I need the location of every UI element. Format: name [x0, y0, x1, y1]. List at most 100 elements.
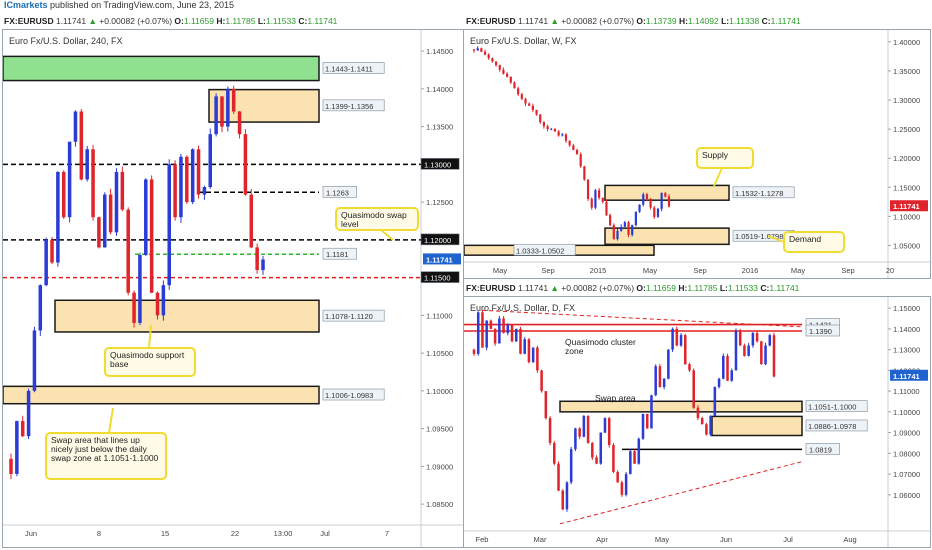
candle-body	[73, 111, 78, 142]
x-tick-label: Sep	[693, 266, 706, 275]
candle-body	[751, 333, 755, 346]
candle-body	[190, 149, 195, 203]
chart-panel-h4[interactable]: Euro Fx/U.S. Dollar, 240, FX 1.14500 1.140…	[2, 29, 464, 548]
x-tick-label: 8	[97, 529, 101, 538]
y-tick-label: 1.10000	[426, 387, 453, 396]
candle-body	[709, 416, 712, 435]
zone-label: 1.1051-1.1000	[808, 403, 856, 412]
panel-header-h4: FX:EURUSD 1.11741 ▲ +0.00082 (+0.07%) O:…	[4, 16, 338, 26]
last-price-label: 1.11741	[426, 255, 453, 264]
publisher-name[interactable]: ICmarkets	[4, 0, 48, 10]
callout-pointer	[767, 235, 785, 243]
candle-body	[550, 129, 553, 131]
y-tick-label: 1.11000	[426, 311, 453, 320]
y-tick-label: 1.11000	[893, 387, 920, 396]
candle-body	[472, 349, 476, 354]
y-tick-label: 1.13000	[893, 346, 920, 355]
candle-body	[590, 198, 593, 208]
open-value: 1.13739	[645, 16, 677, 26]
zone-box	[711, 415, 803, 437]
candle-body	[9, 458, 13, 474]
close-value: 1.11741	[769, 283, 800, 293]
chart-panel-daily[interactable]: Euro Fx/U.S. Dollar, D, FX 1.15000 1.14000…	[463, 296, 931, 548]
candle-body	[579, 154, 582, 167]
y-tick-label: 1.14500	[426, 47, 453, 56]
candle-body	[489, 320, 493, 329]
low-value: 1.11533	[265, 16, 296, 26]
weekly-chart[interactable]: Euro Fx/U.S. Dollar, W, FX 1.40000 1.35000…	[464, 30, 930, 278]
low-value: 1.11338	[729, 16, 760, 26]
candle-body	[760, 341, 763, 365]
zone-label-box	[322, 99, 385, 112]
candle-body	[658, 366, 662, 387]
up-arrow-icon: ▲	[550, 16, 559, 26]
candle-body	[633, 451, 636, 464]
y-tick-label: 1.30000	[893, 96, 920, 105]
candle-body	[536, 347, 539, 371]
level-label-box	[420, 158, 460, 170]
x-tick-label: Sep	[541, 266, 554, 275]
candle-body	[502, 318, 505, 334]
last: 1.11741	[55, 16, 87, 26]
candle-body	[519, 328, 522, 354]
candle-body	[743, 345, 746, 356]
level-label: 1.12000	[424, 236, 451, 245]
candle-body	[144, 179, 148, 255]
candle-body	[483, 51, 487, 55]
y-tick-label: 1.15000	[893, 183, 920, 192]
candle-body	[582, 416, 586, 437]
high-value: 1.11785	[225, 16, 256, 26]
candle-body	[539, 114, 542, 123]
level-label-box	[805, 324, 840, 337]
candle-body	[38, 285, 43, 331]
candle-body	[126, 209, 130, 293]
x-tick-label: Jun	[25, 529, 37, 538]
y-tick-label: 1.15000	[893, 304, 920, 313]
candle-body	[520, 94, 523, 99]
daily-chart[interactable]: Euro Fx/U.S. Dollar, D, FX 1.15000 1.14000…	[464, 297, 930, 547]
x-tick-label: May	[791, 266, 805, 275]
y-tick-label: 1.14000	[426, 85, 453, 94]
annotation-text: nicely just below the daily	[51, 444, 148, 454]
zone-box	[3, 55, 320, 82]
candle-body	[594, 190, 597, 208]
candle-body	[717, 378, 721, 387]
zone-box	[3, 385, 320, 405]
chart-panel-weekly[interactable]: Euro Fx/U.S. Dollar, W, FX 1.40000 1.35000…	[463, 29, 931, 279]
callout-box	[783, 231, 845, 253]
x-tick-label: Jun	[720, 535, 732, 544]
panel-header-daily: FX:EURUSD 1.11741 ▲ +0.00082 (+0.07%) O:…	[466, 283, 800, 293]
last: 1.11741	[517, 283, 549, 293]
candle-body	[599, 432, 603, 464]
candle-body	[542, 122, 546, 127]
candle-body	[616, 471, 619, 483]
y-tick-label: 1.09000	[893, 429, 920, 438]
x-tick-label: Apr	[596, 535, 608, 544]
zone-label-box	[322, 309, 385, 322]
candle-body	[502, 69, 505, 74]
candle-body	[561, 134, 564, 136]
candle-body	[591, 442, 594, 458]
candle-body	[565, 482, 569, 510]
candle-body	[487, 54, 490, 59]
candle-body	[540, 370, 543, 392]
zone-label-box	[513, 243, 576, 256]
zone-label-box	[805, 400, 868, 412]
h4-chart[interactable]: Euro Fx/U.S. Dollar, 240, FX 1.14500 1.140…	[3, 30, 463, 547]
x-tick-label: May	[493, 266, 507, 275]
candle-body	[722, 355, 725, 379]
zone-label: 1.1078-1.1120	[325, 312, 373, 321]
candle-body	[108, 194, 113, 233]
candle-body	[480, 48, 483, 52]
zone-label-box	[805, 419, 868, 432]
published-text: published on TradingView.com, June 23, 2…	[50, 0, 235, 10]
candle-body	[523, 339, 526, 354]
y-tick-label: 1.09500	[426, 425, 453, 434]
annotation-text: zone	[565, 346, 584, 356]
candle-body	[491, 58, 494, 62]
callout-pointer	[148, 324, 152, 349]
x-tick-label: Mar	[534, 535, 547, 544]
candle-body	[531, 105, 534, 110]
candle-body	[196, 149, 201, 195]
candle-body	[67, 141, 72, 218]
